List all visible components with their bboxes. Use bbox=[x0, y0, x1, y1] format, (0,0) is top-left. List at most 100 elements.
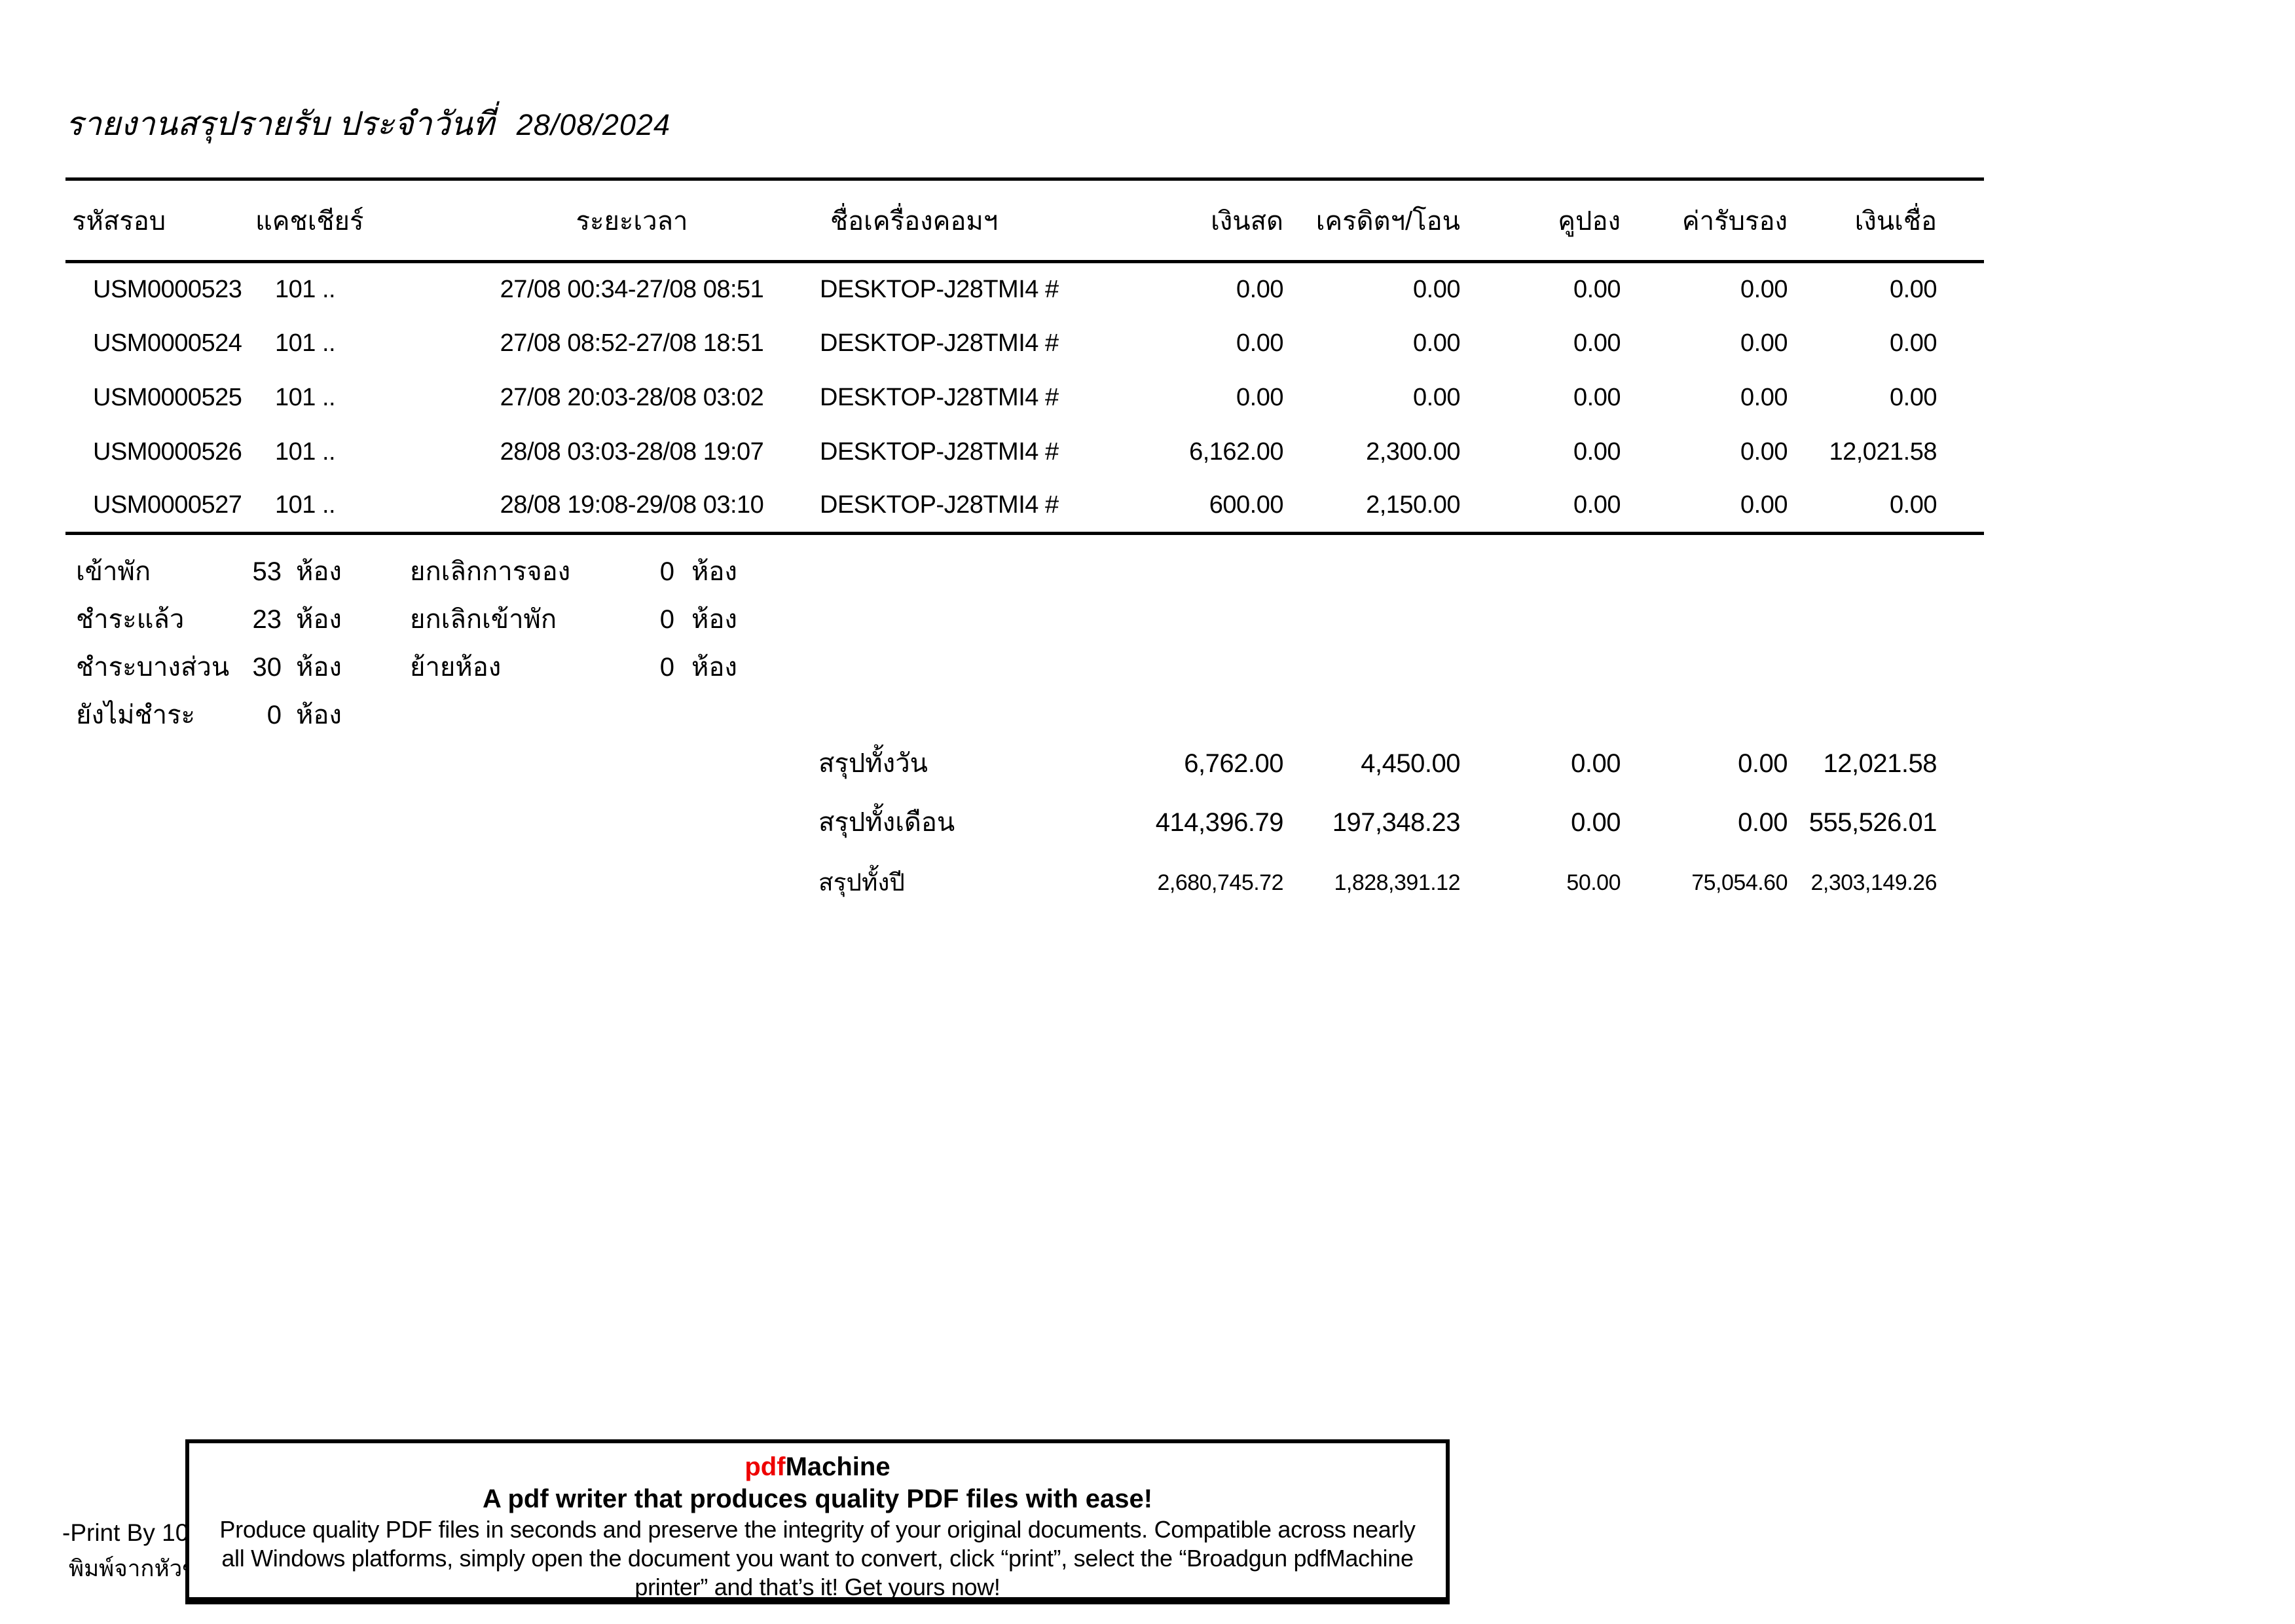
table-row: USM0000527 101 .. 28/08 19:08-29/08 03:1… bbox=[65, 479, 1984, 534]
totals-year-label: สรุปทั้งปี bbox=[818, 869, 905, 896]
table-header-row: รหัสรอบ แคชเชียร์ ระยะเวลา ชื่อเครื่องคอ… bbox=[65, 179, 1984, 263]
summary-label: ชำระแล้ว bbox=[76, 605, 185, 634]
summary-unit: ห้อง bbox=[691, 653, 737, 682]
cell-cashier: 101 .. bbox=[275, 491, 336, 519]
totals-year-credit: 1,828,391.12 bbox=[1334, 870, 1460, 895]
cell-shift-code: USM0000526 bbox=[93, 437, 242, 466]
col-header-credit-transfer: เครดิตฯ/โอน bbox=[1283, 179, 1460, 263]
cell-cashier: 101 .. bbox=[275, 275, 336, 303]
totals-month-entertain: 0.00 bbox=[1738, 808, 1788, 837]
cell-entertain: 0.00 bbox=[1740, 329, 1788, 357]
cell-credit-transfer: 0.00 bbox=[1413, 275, 1460, 303]
cell-computer-name: DESKTOP-J28TMI4 # bbox=[820, 329, 1059, 357]
cell-cash: 0.00 bbox=[1236, 275, 1283, 303]
cell-credit-sales: 0.00 bbox=[1890, 275, 1937, 303]
cell-coupon: 0.00 bbox=[1573, 329, 1621, 357]
summary-unit: ห้อง bbox=[296, 557, 342, 586]
ad-headline: A pdf writer that produces quality PDF f… bbox=[482, 1485, 1153, 1513]
summary-value: 23 bbox=[252, 605, 282, 634]
totals-year-credit-sales: 2,303,149.26 bbox=[1810, 870, 1937, 895]
cell-cash: 0.00 bbox=[1236, 383, 1283, 411]
cell-entertain: 0.00 bbox=[1740, 437, 1788, 466]
summary-label: ยกเลิกการจอง bbox=[410, 557, 571, 586]
cell-entertain: 0.00 bbox=[1740, 275, 1788, 303]
col-header-credit-sales: เงินเชื่อ bbox=[1788, 179, 1984, 263]
table-row: USM0000525 101 .. 27/08 20:03-28/08 03:0… bbox=[65, 371, 1984, 425]
col-header-cash: เงินสด bbox=[1113, 179, 1283, 263]
cell-credit-transfer: 2,300.00 bbox=[1366, 437, 1460, 466]
summary-unit: ห้อง bbox=[691, 605, 737, 634]
report-date: 28/08/2024 bbox=[516, 108, 670, 141]
cell-cash: 600.00 bbox=[1209, 491, 1284, 519]
pdfmachine-ad-box: pdfMachine A pdf writer that produces qu… bbox=[185, 1439, 1450, 1604]
col-header-period: ระยะเวลา bbox=[458, 179, 805, 263]
page-title: รายงานสรุปรายรับ ประจำวันที่ 28/08/2024 bbox=[65, 98, 670, 150]
summary-unit: ห้อง bbox=[296, 701, 342, 729]
totals-month-credit-sales: 555,526.01 bbox=[1808, 808, 1937, 837]
print-by-text: -Print By 101 bbox=[62, 1519, 202, 1546]
totals-year-entertain: 75,054.60 bbox=[1691, 870, 1788, 895]
summary-value: 0 bbox=[659, 605, 674, 634]
cell-credit-transfer: 2,150.00 bbox=[1366, 491, 1460, 519]
revenue-table: รหัสรอบ แคชเชียร์ ระยะเวลา ชื่อเครื่องคอ… bbox=[65, 177, 1984, 535]
cell-cashier: 101 .. bbox=[275, 437, 336, 466]
pdfmachine-logo-machine: Machine bbox=[785, 1452, 890, 1481]
cell-computer-name: DESKTOP-J28TMI4 # bbox=[820, 383, 1059, 411]
summary-value: 0 bbox=[266, 701, 282, 729]
table-row: USM0000526 101 .. 28/08 03:03-28/08 19:0… bbox=[65, 425, 1984, 479]
summary-label: เข้าพัก bbox=[76, 557, 151, 586]
summary-value: 53 bbox=[252, 557, 282, 586]
cell-cashier: 101 .. bbox=[275, 329, 336, 357]
cell-credit-sales: 12,021.58 bbox=[1829, 437, 1937, 466]
cell-period: 28/08 03:03-28/08 19:07 bbox=[500, 437, 764, 466]
cell-shift-code: USM0000525 bbox=[93, 383, 242, 411]
col-header-shift-code: รหัสรอบ bbox=[65, 179, 255, 263]
summary-value: 0 bbox=[659, 557, 674, 586]
cell-cash: 6,162.00 bbox=[1189, 437, 1283, 466]
cell-credit-sales: 0.00 bbox=[1890, 491, 1937, 519]
cell-period: 27/08 08:52-27/08 18:51 bbox=[500, 329, 764, 357]
cell-coupon: 0.00 bbox=[1573, 275, 1621, 303]
totals-month-credit: 197,348.23 bbox=[1332, 808, 1461, 837]
cell-entertain: 0.00 bbox=[1740, 383, 1788, 411]
page-title-text: รายงานสรุปรายรับ ประจำวันที่ bbox=[65, 105, 494, 142]
cell-period: 28/08 19:08-29/08 03:10 bbox=[500, 491, 764, 519]
cell-credit-sales: 0.00 bbox=[1890, 329, 1937, 357]
table-row: USM0000524 101 .. 27/08 08:52-27/08 18:5… bbox=[65, 316, 1984, 371]
totals-month-label: สรุปทั้งเดือน bbox=[818, 808, 955, 837]
totals-day-credit: 4,450.00 bbox=[1361, 749, 1460, 778]
cell-coupon: 0.00 bbox=[1573, 383, 1621, 411]
totals-month-row: สรุปทั้งเดือน 414,396.79 197,348.23 0.00… bbox=[0, 804, 2295, 841]
pdfmachine-logo: pdfMachine bbox=[189, 1451, 1446, 1483]
summary-value: 30 bbox=[252, 653, 282, 682]
col-header-cashier: แคชเชียร์ bbox=[255, 179, 458, 263]
cell-credit-sales: 0.00 bbox=[1890, 383, 1937, 411]
totals-month-cash: 414,396.79 bbox=[1155, 808, 1284, 837]
cell-shift-code: USM0000524 bbox=[93, 329, 242, 357]
cell-cashier: 101 .. bbox=[275, 383, 336, 411]
cell-cash: 0.00 bbox=[1236, 329, 1283, 357]
col-header-computer-name: ชื่อเครื่องคอมฯ bbox=[805, 179, 1113, 263]
cell-computer-name: DESKTOP-J28TMI4 # bbox=[820, 491, 1059, 519]
totals-day-cash: 6,762.00 bbox=[1184, 749, 1283, 778]
cell-period: 27/08 00:34-27/08 08:51 bbox=[500, 275, 764, 303]
summary-unit: ห้อง bbox=[296, 605, 342, 634]
cell-period: 27/08 20:03-28/08 03:02 bbox=[500, 383, 764, 411]
cell-coupon: 0.00 bbox=[1573, 437, 1621, 466]
totals-day-label: สรุปทั้งวัน bbox=[818, 749, 928, 778]
col-header-coupon: คูปอง bbox=[1460, 179, 1621, 263]
ad-body-text: Produce quality PDF files in seconds and… bbox=[219, 1516, 1416, 1600]
col-header-entertain: ค่ารับรอง bbox=[1621, 179, 1788, 263]
totals-day-entertain: 0.00 bbox=[1738, 749, 1788, 778]
cell-entertain: 0.00 bbox=[1740, 491, 1788, 519]
cell-credit-transfer: 0.00 bbox=[1413, 329, 1460, 357]
totals-year-cash: 2,680,745.72 bbox=[1157, 870, 1283, 895]
cell-credit-transfer: 0.00 bbox=[1413, 383, 1460, 411]
summary-label: ยกเลิกเข้าพัก bbox=[410, 605, 557, 634]
totals-day-coupon: 0.00 bbox=[1571, 749, 1621, 778]
summary-value: 0 bbox=[659, 653, 674, 682]
cell-shift-code: USM0000523 bbox=[93, 275, 242, 303]
cell-shift-code: USM0000527 bbox=[93, 491, 242, 519]
totals-day-row: สรุปทั้งวัน 6,762.00 4,450.00 0.00 0.00 … bbox=[0, 745, 2295, 782]
cell-coupon: 0.00 bbox=[1573, 491, 1621, 519]
